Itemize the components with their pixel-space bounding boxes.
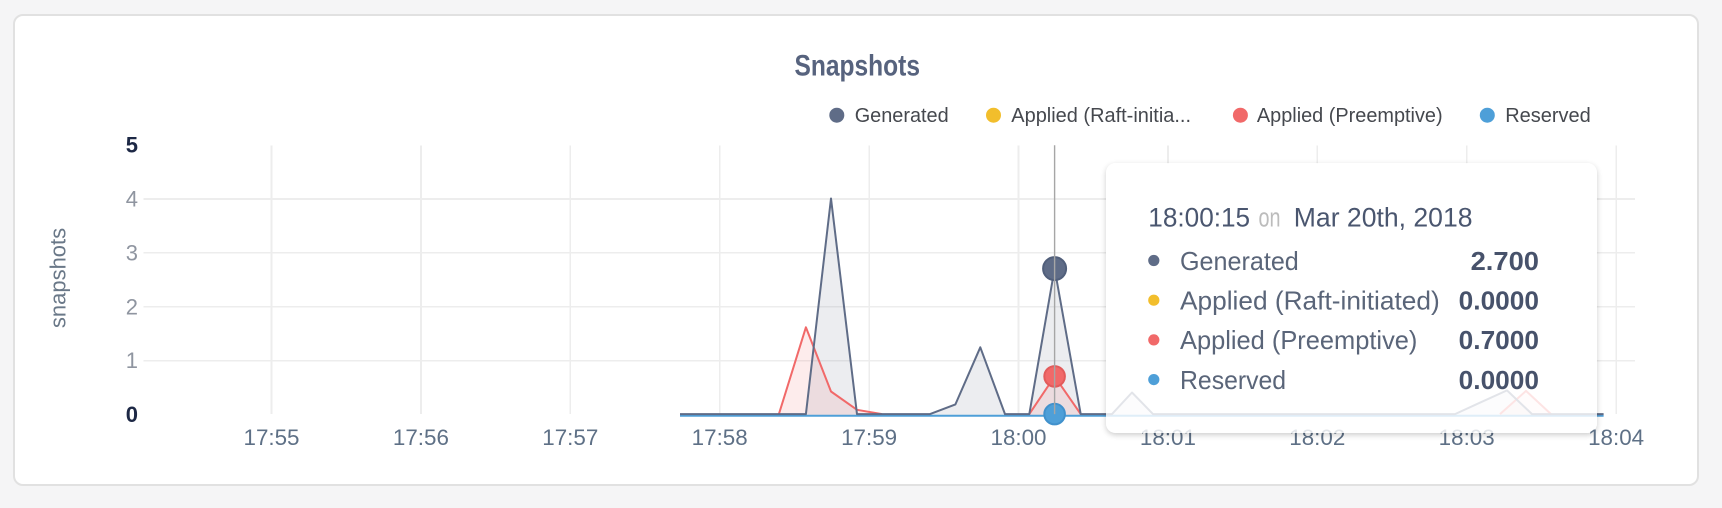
svg-text:4: 4 (126, 187, 138, 212)
svg-text:1: 1 (126, 348, 138, 373)
svg-text:0.0000: 0.0000 (1459, 365, 1539, 395)
svg-text:5: 5 (126, 133, 138, 158)
svg-text:17:59: 17:59 (841, 425, 897, 450)
svg-text:2.700: 2.700 (1471, 246, 1539, 276)
svg-text:3: 3 (126, 240, 138, 265)
svg-text:17:55: 17:55 (244, 425, 300, 450)
svg-text:17:57: 17:57 (542, 425, 598, 450)
svg-text:Mar 20th, 2018: Mar 20th, 2018 (1294, 203, 1473, 233)
svg-text:Applied (Raft-initiated): Applied (Raft-initiated) (1180, 286, 1440, 316)
svg-text:Snapshots: Snapshots (795, 50, 921, 83)
svg-text:2: 2 (126, 294, 138, 319)
svg-text:Applied (Preemptive): Applied (Preemptive) (1257, 105, 1443, 127)
svg-text:Reserved: Reserved (1180, 365, 1286, 395)
svg-text:Generated: Generated (1180, 246, 1299, 276)
svg-text:0: 0 (126, 402, 138, 427)
svg-text:0.7000: 0.7000 (1459, 325, 1539, 355)
svg-text:on: on (1259, 203, 1281, 233)
svg-text:Reserved: Reserved (1505, 105, 1591, 127)
svg-text:17:58: 17:58 (692, 425, 748, 450)
svg-text:17:56: 17:56 (393, 425, 449, 450)
svg-text:Applied (Preemptive): Applied (Preemptive) (1180, 325, 1417, 355)
svg-text:Generated: Generated (855, 105, 949, 127)
svg-text:18:00:15: 18:00:15 (1148, 203, 1250, 233)
svg-text:snapshots: snapshots (46, 228, 71, 328)
svg-text:18:00: 18:00 (991, 425, 1047, 450)
svg-text:Applied (Raft-initia...: Applied (Raft-initia... (1011, 105, 1191, 127)
svg-text:0.0000: 0.0000 (1459, 286, 1539, 316)
svg-text:18:04: 18:04 (1588, 425, 1644, 450)
